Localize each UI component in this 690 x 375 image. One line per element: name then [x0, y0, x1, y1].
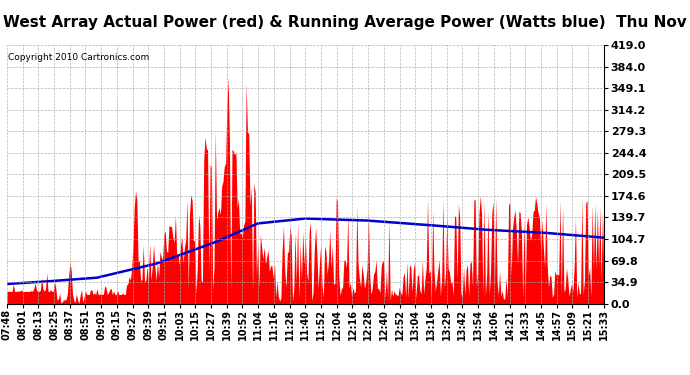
Text: West Array Actual Power (red) & Running Average Power (Watts blue)  Thu Nov 25  : West Array Actual Power (red) & Running … — [3, 15, 690, 30]
Text: Copyright 2010 Cartronics.com: Copyright 2010 Cartronics.com — [8, 53, 149, 62]
